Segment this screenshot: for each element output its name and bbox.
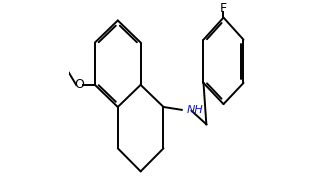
Text: NH: NH bbox=[186, 105, 203, 115]
Text: O: O bbox=[75, 78, 84, 91]
Text: F: F bbox=[220, 2, 227, 15]
